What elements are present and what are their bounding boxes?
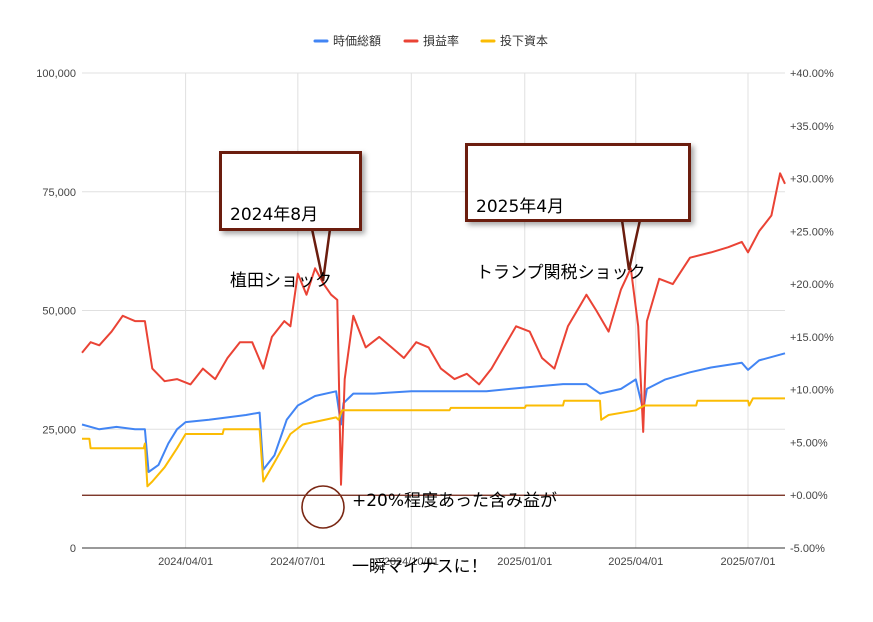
y-left-tick-label: 50,000	[42, 306, 76, 318]
series-line-損益率	[81, 172, 786, 486]
y-right-tick-label: +10.00%	[790, 385, 834, 397]
x-tick-label: 2024/04/01	[158, 556, 213, 568]
y-left-tick-label: 75,000	[42, 187, 76, 199]
x-tick-label: 2024/07/01	[270, 556, 325, 568]
y-right-tick-label: +0.00%	[790, 490, 828, 502]
callout-line: 2024年8月	[230, 205, 319, 225]
callout-tariff-shock: 2025年4月 トランプ関税ショック	[465, 143, 691, 283]
x-tick-label: 2025/07/01	[720, 556, 775, 568]
callout-line: 2025年4月	[476, 197, 565, 217]
dip-highlight-circle	[301, 485, 345, 529]
y-right-tick-label: +35.00%	[790, 121, 834, 133]
note-line: 一瞬マイナスに！	[352, 557, 488, 577]
callout-ueda-shock: 2024年8月 植田ショック	[219, 151, 362, 291]
y-right-tick-label: +15.00%	[790, 332, 834, 344]
callout-line: 植田ショック	[230, 271, 332, 291]
chart-area: 100,000 75,000 50,000 25,000 0 +40.00% +35.00%…	[36, 33, 834, 577]
y-right-tick-label: +5.00%	[790, 437, 828, 449]
dip-note: +20%程度あった含み益が 一瞬マイナスに！	[352, 446, 557, 622]
y-right-tick-label: +20.00%	[790, 279, 834, 291]
legend-label: 時価総額	[333, 34, 381, 48]
x-tick-label: 2025/01/01	[497, 556, 552, 568]
y-right-tick-label: +40.00%	[790, 68, 834, 80]
series-line-投下資本	[82, 397, 785, 488]
series-layer	[81, 172, 786, 488]
note-line: +20%程度あった含み益が	[352, 491, 558, 511]
legend-label: 投下資本	[500, 33, 548, 48]
y-left-tick-label: 25,000	[42, 424, 76, 436]
y-right-tick-label: +30.00%	[790, 174, 834, 186]
y-right-tick-label: +25.00%	[790, 226, 834, 238]
y-left-tick-label: 0	[70, 543, 76, 555]
x-tick-label: 2024/10/01	[384, 556, 439, 568]
axes: 100,000 75,000 50,000 25,000 0 +40.00% +35.00%…	[36, 68, 834, 568]
legend: 時価総額 損益率 投下資本	[313, 33, 548, 48]
x-tick-label: 2025/04/01	[608, 556, 663, 568]
callout-line: トランプ関税ショック	[476, 263, 646, 283]
y-left-tick-label: 100,000	[36, 68, 76, 80]
legend-label: 損益率	[423, 33, 459, 48]
y-right-tick-label: -5.00%	[790, 543, 825, 555]
